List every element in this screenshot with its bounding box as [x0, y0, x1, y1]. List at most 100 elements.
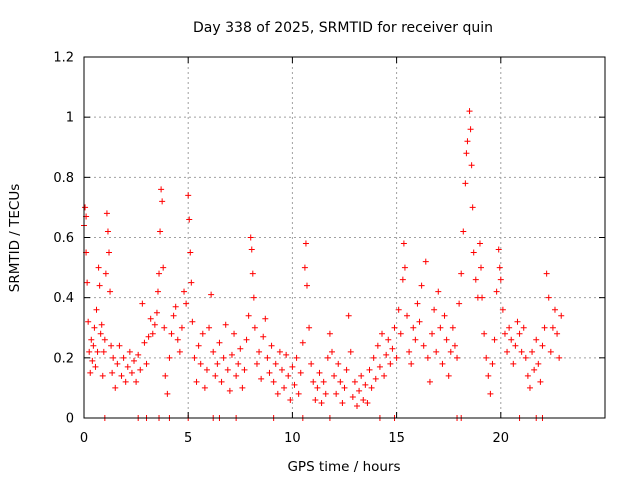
data-point [85, 318, 92, 325]
data-point [291, 381, 298, 388]
data-point [476, 240, 483, 247]
data-point [145, 333, 152, 340]
data-point [112, 384, 119, 391]
data-point [95, 264, 102, 271]
data-point [239, 384, 246, 391]
data-point [186, 216, 193, 223]
data-point [160, 264, 167, 271]
data-point [162, 372, 169, 379]
data-point [451, 342, 458, 349]
data-point [318, 399, 325, 406]
data-point [110, 354, 117, 361]
data-point [251, 324, 258, 331]
data-point [274, 390, 281, 397]
data-point [285, 372, 292, 379]
data-point [468, 162, 475, 169]
data-point [462, 180, 469, 187]
data-point [91, 324, 98, 331]
data-point [191, 354, 198, 361]
data-point [383, 351, 390, 358]
x-tick-label: 0 [80, 431, 88, 446]
data-point [558, 312, 565, 319]
data-point [272, 360, 279, 367]
y-tick-label: 0.6 [53, 231, 74, 246]
data-point [153, 309, 160, 316]
data-point [295, 390, 302, 397]
data-point [556, 354, 563, 361]
data-point [197, 360, 204, 367]
data-point [351, 378, 358, 385]
data-point [157, 228, 164, 235]
data-point [424, 354, 431, 361]
data-point [310, 378, 317, 385]
data-point [126, 348, 133, 355]
data-point [449, 324, 456, 331]
data-point [248, 246, 255, 253]
data-point [456, 300, 463, 307]
data-point [531, 366, 538, 373]
data-point [470, 249, 477, 256]
data-point [98, 321, 105, 328]
data-point [414, 300, 421, 307]
data-point [533, 336, 540, 343]
data-point [82, 204, 89, 211]
data-point [133, 378, 140, 385]
data-point [516, 330, 523, 337]
data-point [341, 384, 348, 391]
data-point [497, 276, 504, 283]
data-point [379, 330, 386, 337]
data-point [193, 378, 200, 385]
data-point [188, 279, 195, 286]
data-point [301, 264, 308, 271]
data-point [435, 288, 442, 295]
data-point [387, 360, 394, 367]
data-point [222, 321, 229, 328]
data-point [481, 330, 488, 337]
data-point [262, 315, 269, 322]
data-point [90, 342, 97, 349]
data-point [176, 348, 183, 355]
data-point [103, 210, 110, 217]
data-point [479, 294, 486, 301]
data-point [335, 360, 342, 367]
data-point [128, 369, 135, 376]
data-point [433, 348, 440, 355]
data-point [504, 348, 511, 355]
data-point [349, 393, 356, 400]
data-point [299, 339, 306, 346]
data-point [493, 288, 500, 295]
data-point [345, 312, 352, 319]
data-point [554, 330, 561, 337]
data-point [220, 354, 227, 361]
data-point [467, 126, 474, 133]
data-point [131, 357, 138, 364]
x-tick-label: 5 [184, 431, 192, 446]
data-point [333, 390, 340, 397]
data-point [545, 294, 552, 301]
data-point [258, 375, 265, 382]
data-point [174, 336, 181, 343]
data-point [168, 330, 175, 337]
data-point [185, 192, 192, 199]
data-point [293, 354, 300, 361]
data-point [303, 282, 310, 289]
data-point [99, 372, 106, 379]
data-point [395, 306, 402, 313]
data-point [183, 300, 190, 307]
y-tick-label: 0 [66, 412, 74, 427]
data-point [147, 315, 154, 322]
data-point [431, 306, 438, 313]
data-point [187, 249, 194, 256]
data-point [326, 330, 333, 337]
data-point [283, 351, 290, 358]
data-point [426, 378, 433, 385]
data-point [441, 312, 448, 319]
data-point [237, 345, 244, 352]
data-point [551, 306, 558, 313]
chart-title: Day 338 of 2025, SRMTID for receiver qui… [193, 20, 493, 36]
data-point [320, 378, 327, 385]
data-point [499, 306, 506, 313]
data-point [233, 372, 240, 379]
data-point [92, 363, 99, 370]
data-point [529, 348, 536, 355]
